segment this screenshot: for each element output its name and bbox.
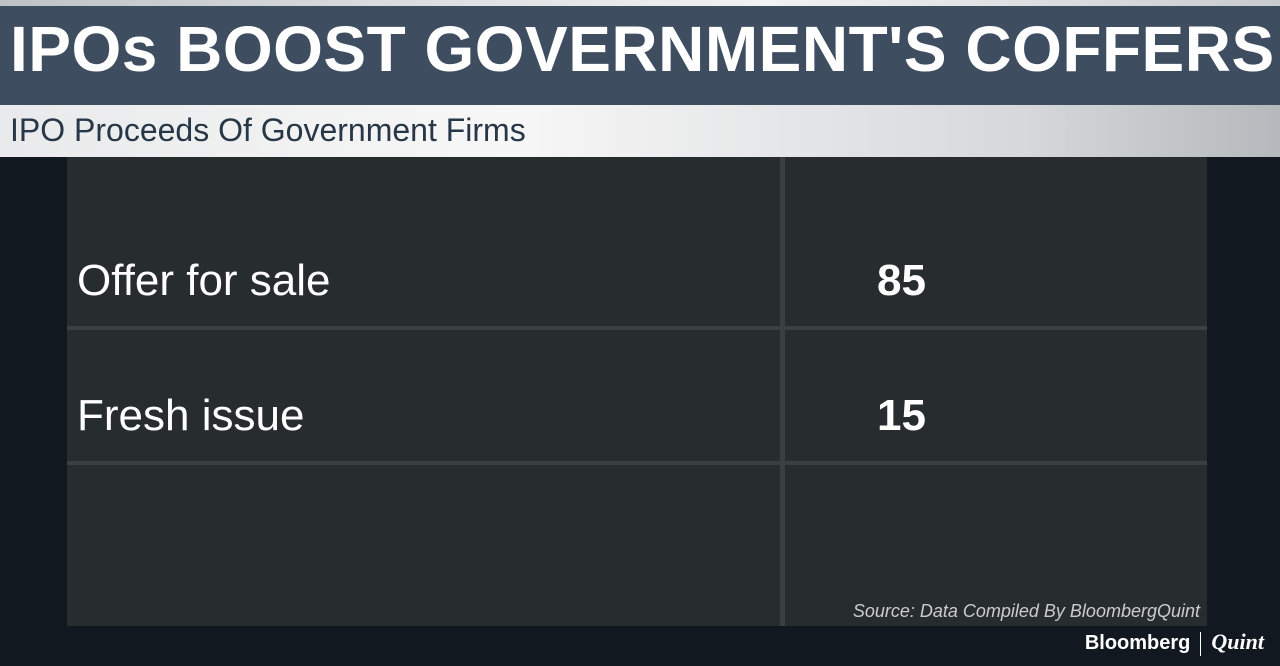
top-strip bbox=[0, 0, 1280, 6]
table-panel bbox=[67, 157, 1207, 626]
source-note: Source: Data Compiled By BloombergQuint bbox=[852, 601, 1200, 621]
row-label: Fresh issue bbox=[77, 391, 305, 440]
brand-left: Bloomberg bbox=[1084, 632, 1191, 654]
brand-separator bbox=[1200, 631, 1202, 656]
title-band bbox=[0, 6, 1280, 105]
row-label: Offer for sale bbox=[77, 256, 331, 305]
title: IPOs BOOST GOVERNMENT'S COFFERS bbox=[10, 13, 1275, 85]
column-divider bbox=[780, 157, 785, 626]
subtitle-band bbox=[0, 105, 1280, 157]
brand-right: Quint bbox=[1211, 629, 1264, 654]
row-value: 15 bbox=[877, 391, 926, 440]
row-divider bbox=[67, 461, 1207, 465]
subtitle: IPO Proceeds Of Government Firms bbox=[10, 112, 526, 148]
brand: Bloomberg Quint bbox=[1085, 629, 1264, 656]
row-value: 85 bbox=[877, 256, 926, 305]
row-divider bbox=[67, 326, 1207, 330]
